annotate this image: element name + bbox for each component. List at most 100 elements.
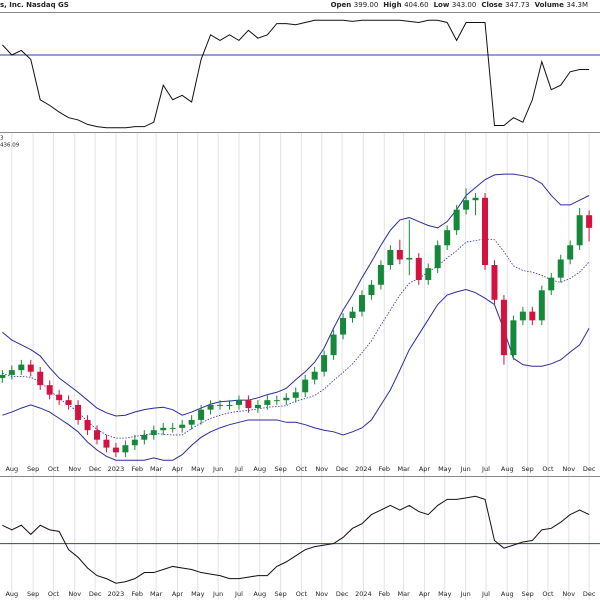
- candle-body: [557, 259, 564, 278]
- candle-body: [311, 371, 318, 380]
- overlay-label: 436.09: [0, 143, 20, 149]
- x-tick-label: 2024: [355, 465, 372, 473]
- candle-body: [56, 394, 63, 401]
- candle-body: [103, 439, 110, 448]
- candle-body: [529, 311, 536, 321]
- candle-body: [150, 430, 157, 435]
- candle-body: [179, 424, 186, 428]
- candle-body: [94, 430, 101, 440]
- indicator-line: [2, 495, 590, 584]
- quote-value: 343.00: [452, 1, 477, 9]
- candle-body: [65, 400, 72, 405]
- candle-body: [84, 419, 91, 431]
- candle-body: [425, 268, 432, 281]
- candle-body: [463, 200, 470, 210]
- x-tick-label: Mar: [150, 590, 163, 598]
- x-tick-label: Jul: [234, 590, 243, 598]
- candle-body: [46, 385, 53, 395]
- x-tick-label: 2024: [355, 590, 372, 598]
- candle-body: [406, 257, 413, 260]
- candle-body: [548, 277, 555, 291]
- x-tick-label: Jun: [460, 590, 471, 598]
- x-tick-label: Sep: [521, 465, 533, 473]
- x-tick-label: Aug: [5, 590, 18, 598]
- x-tick-label: Dec: [89, 590, 102, 598]
- x-tick-label: May: [438, 590, 452, 598]
- security-title: s, Inc. Nasdaq GS: [0, 1, 69, 9]
- x-tick-label: Aug: [501, 465, 514, 473]
- quote-value: 404.60: [404, 1, 429, 9]
- quote: Open 399.00 High 404.60 Low 343.00 Close 347.73…: [331, 1, 588, 9]
- x-tick-label: Apr: [172, 590, 184, 598]
- candle-body: [482, 197, 489, 266]
- candle-body: [576, 215, 583, 246]
- x-tick-label: Mar: [150, 465, 163, 473]
- x-tick-label: Sep: [27, 590, 39, 598]
- candle-body: [160, 427, 167, 431]
- x-tick-label: Dec: [89, 465, 102, 473]
- x-tick-label: Oct: [296, 465, 308, 473]
- candle-body: [510, 320, 517, 356]
- candle-body: [330, 334, 337, 356]
- quote-label: Close: [481, 1, 503, 9]
- candle-body: [122, 445, 129, 453]
- x-tick-label: Aug: [253, 465, 266, 473]
- candle-body: [500, 299, 507, 356]
- x-tick-label: Jun: [212, 465, 223, 473]
- x-tick-label: Feb: [131, 590, 143, 598]
- x-tick-label: Nov: [68, 590, 81, 598]
- candle-body: [0, 374, 6, 379]
- quote-value: 347.73: [505, 1, 530, 9]
- x-tick-label: Mar: [397, 590, 410, 598]
- x-tick-label: May: [191, 465, 205, 473]
- band-line: [2, 173, 590, 417]
- candle-body: [112, 447, 119, 453]
- quote-label: High: [383, 1, 401, 9]
- candle-body: [226, 404, 233, 406]
- candle-body: [273, 400, 280, 402]
- x-tick-label: 2023: [108, 590, 125, 598]
- x-tick-label: Oct: [48, 590, 60, 598]
- x-tick-label: Sep: [274, 465, 286, 473]
- x-tick-label: May: [191, 590, 205, 598]
- candle-body: [538, 290, 545, 321]
- x-tick-label: Oct: [542, 590, 554, 598]
- quote-label: Low: [434, 1, 450, 9]
- candle-body: [340, 317, 347, 335]
- candle-body: [434, 245, 441, 269]
- x-tick-label: Dec: [583, 590, 596, 598]
- candle-body: [75, 404, 82, 420]
- x-tick-label: Sep: [27, 465, 39, 473]
- candle-body: [141, 434, 148, 440]
- x-tick-label: Dec: [583, 465, 596, 473]
- candle-body: [321, 355, 328, 372]
- x-tick-label: 2023: [108, 465, 125, 473]
- candle-body: [188, 419, 195, 425]
- x-tick-label: Jun: [460, 465, 471, 473]
- candle-body: [387, 249, 394, 266]
- candle-body: [396, 249, 403, 260]
- candle-body: [586, 215, 593, 228]
- candle-body: [472, 197, 479, 201]
- x-tick-label: Apr: [419, 465, 431, 473]
- candle-body: [18, 364, 25, 371]
- quote-value: 399.00: [354, 1, 379, 9]
- candle-body: [453, 209, 460, 231]
- quote-label: Volume: [535, 1, 565, 9]
- candle-body: [217, 404, 224, 406]
- candle-body: [207, 404, 214, 410]
- candle-body: [245, 400, 252, 409]
- candle-body: [368, 284, 375, 296]
- candle-body: [37, 371, 44, 386]
- x-tick-label: Dec: [336, 465, 349, 473]
- quote-value: 34.3M: [566, 1, 588, 9]
- x-tick-label: Feb: [131, 465, 143, 473]
- candle-body: [377, 265, 384, 285]
- candle-body: [349, 311, 356, 318]
- candle-body: [198, 409, 205, 420]
- candle-body: [491, 265, 498, 300]
- x-tick-label: Sep: [274, 590, 286, 598]
- indicator-line: [2, 19, 590, 129]
- x-tick-label: Jun: [212, 590, 223, 598]
